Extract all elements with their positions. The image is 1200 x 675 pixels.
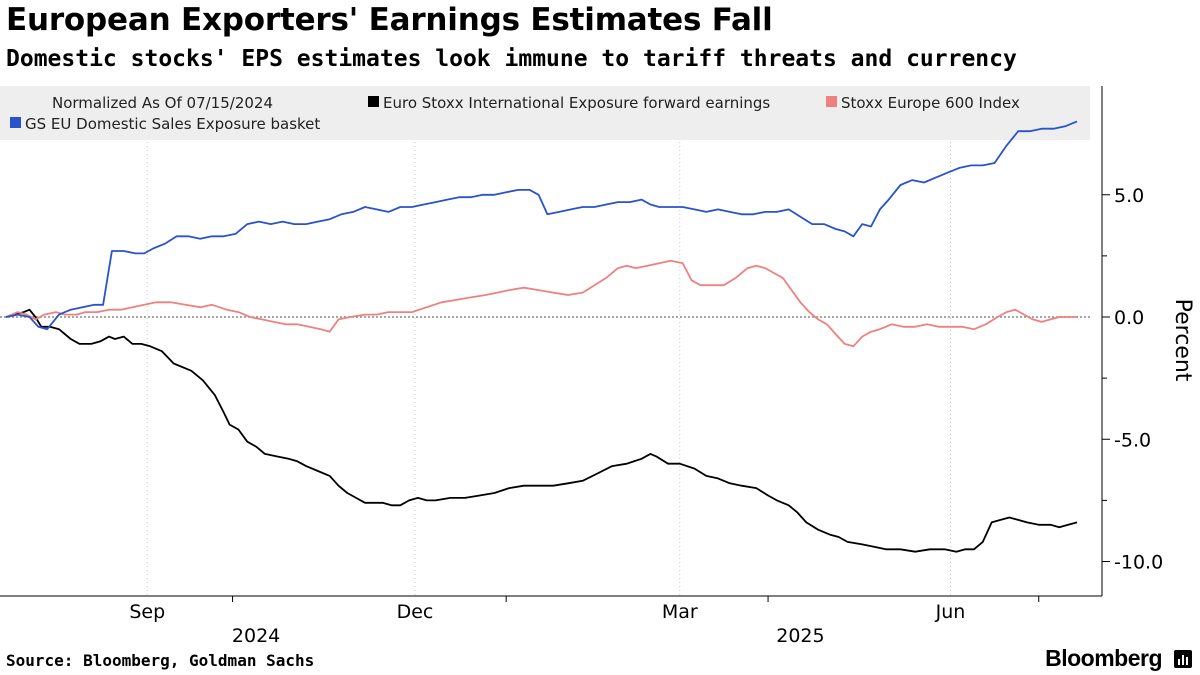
axes-layer: 5.0 0.0 -5.0 -10.0 Sep Dec Mar Jun 2024 2025: [0, 86, 1163, 647]
legend-swatch-stoxx-600: [826, 96, 837, 107]
legend-label-euro-stoxx: Euro Stoxx International Exposure forwar…: [383, 94, 770, 112]
series-line-2: [5, 120, 1078, 331]
chart-subtitle: Domestic stocks' EPS estimates look immu…: [6, 46, 1017, 72]
x-tick-label: Mar: [662, 601, 698, 623]
series-layer: [5, 120, 1078, 553]
y-tick-label: 0.0: [1114, 307, 1144, 329]
x-year-label: 2024: [232, 625, 280, 647]
x-tick-label: Sep: [129, 601, 165, 623]
x-tick-label: Jun: [935, 601, 966, 623]
y-axis-label: Percent: [1170, 299, 1195, 382]
series-line-0: [5, 308, 1078, 553]
legend-swatch-gs-domestic: [10, 117, 21, 128]
legend-label-gs-domestic: GS EU Domestic Sales Exposure basket: [25, 115, 320, 133]
bloomberg-mark-icon: [1174, 650, 1192, 668]
chart-title: European Exporters' Earnings Estimates F…: [6, 2, 773, 38]
grid-layer: [0, 86, 1090, 596]
legend-background: [0, 86, 1090, 140]
bloomberg-logo: Bloomberg: [1045, 645, 1162, 671]
legend: Normalized As Of 07/15/2024 Euro Stoxx I…: [10, 94, 1020, 133]
x-year-label: 2025: [776, 625, 824, 647]
source-note: Source: Bloomberg, Goldman Sachs: [6, 651, 315, 670]
y-tick-label: 5.0: [1114, 185, 1144, 207]
x-tick-label: Dec: [397, 601, 434, 623]
series-line-1: [5, 259, 1077, 348]
y-tick-label: -10.0: [1114, 552, 1163, 574]
legend-swatch-euro-stoxx: [368, 96, 379, 107]
legend-label-stoxx-600: Stoxx Europe 600 Index: [841, 94, 1020, 112]
y-tick-label: -5.0: [1114, 429, 1151, 451]
legend-note: Normalized As Of 07/15/2024: [52, 94, 273, 112]
